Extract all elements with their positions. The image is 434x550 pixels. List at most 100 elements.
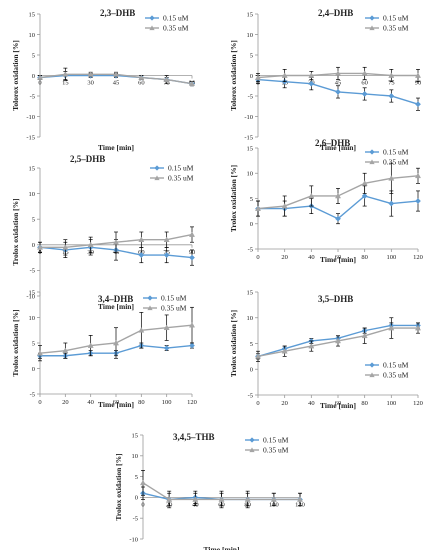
x-tick-label: 40 xyxy=(87,399,94,406)
legend-marker xyxy=(154,175,160,181)
chart-title: 2,5–DHB xyxy=(70,154,105,164)
legend-label: 0.15 uM xyxy=(383,14,409,23)
x-tick-label: 60 xyxy=(138,80,145,87)
data-point xyxy=(163,252,170,258)
y-tick-label: -15 xyxy=(244,134,253,141)
x-tick-label: 60 xyxy=(335,400,342,407)
legend-label: 0.15 uM xyxy=(168,164,194,173)
data-point xyxy=(308,72,315,78)
legend-marker xyxy=(154,165,160,171)
y-axis-title: Tolorox oxidation [%] xyxy=(229,40,238,111)
data-point xyxy=(281,72,288,78)
y-tick-label: 15 xyxy=(247,289,254,296)
data-point xyxy=(361,180,368,186)
y-tick-label: 5 xyxy=(32,217,35,224)
y-tick-label: 0 xyxy=(32,73,35,80)
y-tick-label: 0 xyxy=(250,367,253,374)
chart-title: 3,4,5–THB xyxy=(173,432,215,442)
chart-panel-1: -15-10-50510150153045607590Time [min]Tol… xyxy=(11,8,195,152)
x-tick-label: 40 xyxy=(308,400,315,407)
data-point xyxy=(414,72,422,78)
data-point xyxy=(188,231,196,237)
data-point xyxy=(163,236,170,243)
y-tick-label: 10 xyxy=(29,32,36,39)
legend-marker xyxy=(149,25,155,31)
chart-title: 3,5–DHB xyxy=(318,294,353,304)
x-tick-label: 60 xyxy=(361,80,368,87)
legend-marker xyxy=(249,437,255,443)
legend-marker xyxy=(149,15,155,21)
y-tick-label: 10 xyxy=(29,315,36,322)
y-axis-title: Trolox oxidation [%] xyxy=(11,309,20,376)
y-tick-label: 10 xyxy=(247,315,254,322)
chart-panel-3: -10-50510150153045607590Time [min]Trolox… xyxy=(11,154,195,311)
x-tick-label: 0 xyxy=(256,400,259,407)
data-point xyxy=(36,74,44,80)
data-point xyxy=(87,342,94,348)
x-axis-title: Time [min] xyxy=(98,400,134,409)
legend-label: 0.35 uM xyxy=(161,304,187,313)
legend-marker xyxy=(249,447,255,453)
y-tick-label: -10 xyxy=(26,293,35,300)
x-tick-label: 75 xyxy=(388,80,395,87)
data-point xyxy=(166,496,173,502)
data-point xyxy=(138,327,145,333)
data-point xyxy=(388,324,395,331)
data-point xyxy=(87,241,94,248)
x-tick-label: 120 xyxy=(413,254,423,261)
data-point xyxy=(388,200,395,207)
chart-title: 2,3–DHB xyxy=(100,8,135,18)
data-point xyxy=(138,236,145,243)
y-axis-title: Trolox oxidation [%] xyxy=(11,198,20,265)
data-point xyxy=(36,244,44,250)
legend-label: 0.35 uM xyxy=(163,24,189,33)
x-tick-label: 60 xyxy=(335,254,342,261)
legend-marker xyxy=(369,362,375,368)
y-tick-label: -15 xyxy=(26,134,35,141)
x-tick-label: 100 xyxy=(386,254,396,261)
y-tick-label: 15 xyxy=(247,11,254,18)
x-tick-label: 90 xyxy=(415,80,422,87)
x-tick-label: 40 xyxy=(308,254,315,261)
data-point xyxy=(189,342,195,349)
data-point xyxy=(415,101,421,108)
chart-title: 2,6–DHB xyxy=(315,138,350,148)
data-point xyxy=(62,71,69,77)
data-point xyxy=(281,348,288,354)
data-point xyxy=(112,239,120,245)
data-point xyxy=(308,192,315,199)
data-point xyxy=(192,496,199,502)
chart-title: 2,4–DHB xyxy=(318,8,353,18)
data-point xyxy=(163,324,170,331)
data-point xyxy=(163,345,170,352)
data-point xyxy=(112,71,120,77)
legend-label: 0.35 uM xyxy=(168,174,194,183)
legend-label: 0.15 uM xyxy=(263,436,289,445)
data-point xyxy=(361,332,368,339)
x-tick-label: 15 xyxy=(62,80,69,87)
x-tick-label: 0 xyxy=(141,501,144,508)
data-point xyxy=(414,172,422,179)
data-point xyxy=(334,337,342,344)
legend-label: 0.15 uM xyxy=(383,361,409,370)
data-point xyxy=(244,496,251,502)
y-tick-label: 0 xyxy=(250,221,253,228)
legend-marker xyxy=(369,372,375,378)
data-point xyxy=(361,70,368,76)
x-tick-label: 80 xyxy=(361,254,368,261)
legend-label: 0.35 uM xyxy=(383,371,409,380)
x-axis-title: Time [min] xyxy=(320,401,356,410)
y-tick-label: -10 xyxy=(244,114,253,121)
y-tick-label: 15 xyxy=(29,165,36,172)
data-point xyxy=(188,322,196,328)
y-tick-label: 5 xyxy=(250,196,253,203)
y-tick-label: 10 xyxy=(247,171,254,178)
data-point xyxy=(188,80,196,87)
legend-label: 0.35 uM xyxy=(383,158,409,167)
x-axis-title: Time [min] xyxy=(320,143,356,152)
y-tick-label: 0 xyxy=(32,366,35,373)
y-tick-label: -10 xyxy=(129,536,138,543)
